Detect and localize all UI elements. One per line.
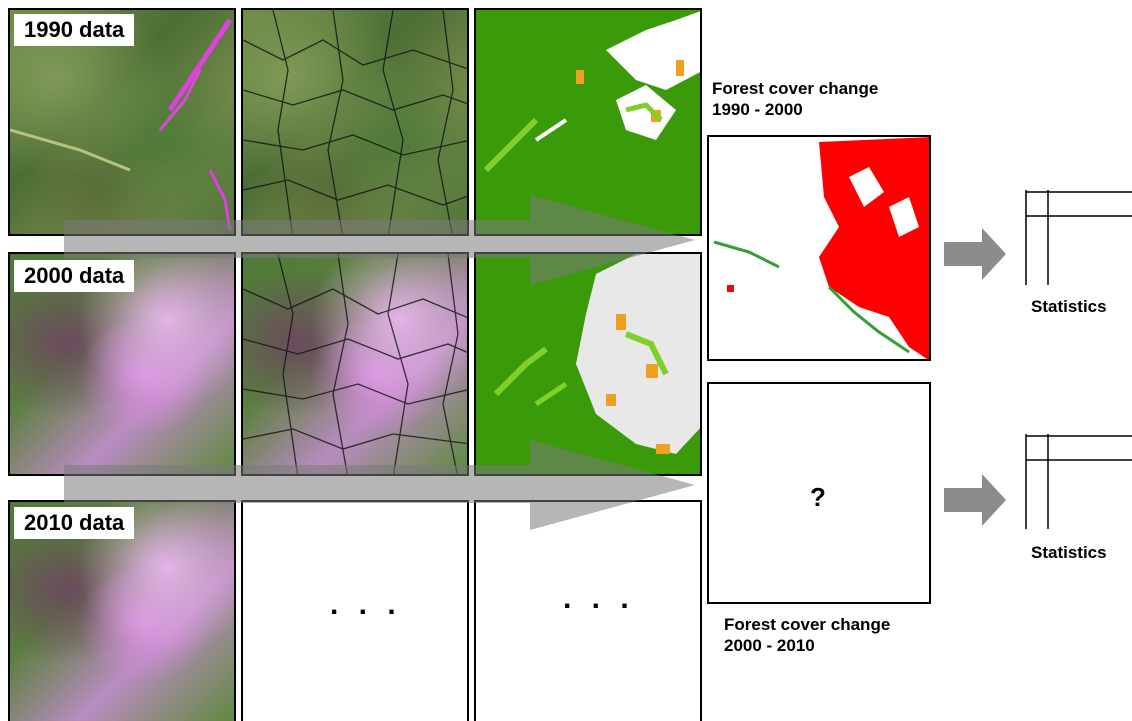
change-map-1990-2000 (707, 135, 931, 361)
class-patches-1990 (483, 11, 700, 173)
deforestation-overlay-1990 (10, 18, 233, 231)
statistics-table-icon-1 (1025, 190, 1132, 285)
ellipsis-segmentation: . . . (330, 588, 402, 621)
classification-2000 (474, 252, 702, 476)
satellite-image-1990 (8, 8, 236, 236)
change-map-2000-2010 (707, 382, 931, 604)
statistics-label-2: Statistics (1031, 543, 1107, 562)
class-patches-2000 (493, 254, 700, 454)
change-caption-2000-2010: Forest cover change 2000 - 2010 (724, 614, 890, 656)
statistics-label-1: Statistics (1031, 297, 1107, 316)
segment-lines-1990 (243, 10, 467, 234)
row-label-2000: 2000 data (14, 260, 135, 292)
ellipsis-classification: . . . (563, 582, 635, 615)
stats-arrow-2 (944, 474, 1006, 526)
change-patches (713, 137, 929, 359)
change-caption-1990-2000: Forest cover change 1990 - 2000 (712, 78, 878, 120)
change-caption-line2: 1990 - 2000 (712, 100, 803, 119)
segment-lines-2000 (243, 254, 467, 474)
change-caption-line1: Forest cover change (712, 79, 879, 98)
row-label-2010: 2010 data (14, 507, 135, 539)
flow-arrow-1990-2000 (64, 195, 695, 285)
stats-arrow-1 (944, 228, 1006, 280)
flow-arrow-2000-2010 (64, 440, 695, 530)
segmentation-1990 (241, 8, 469, 236)
segmentation-2000 (241, 252, 469, 476)
change-caption-line2: 2000 - 2010 (724, 636, 815, 655)
change-caption-line1: Forest cover change (724, 615, 891, 634)
row-label-1990: 1990 data (14, 14, 135, 46)
statistics-table-icon-2 (1025, 434, 1132, 529)
unknown-change-mark: ? (810, 482, 826, 512)
